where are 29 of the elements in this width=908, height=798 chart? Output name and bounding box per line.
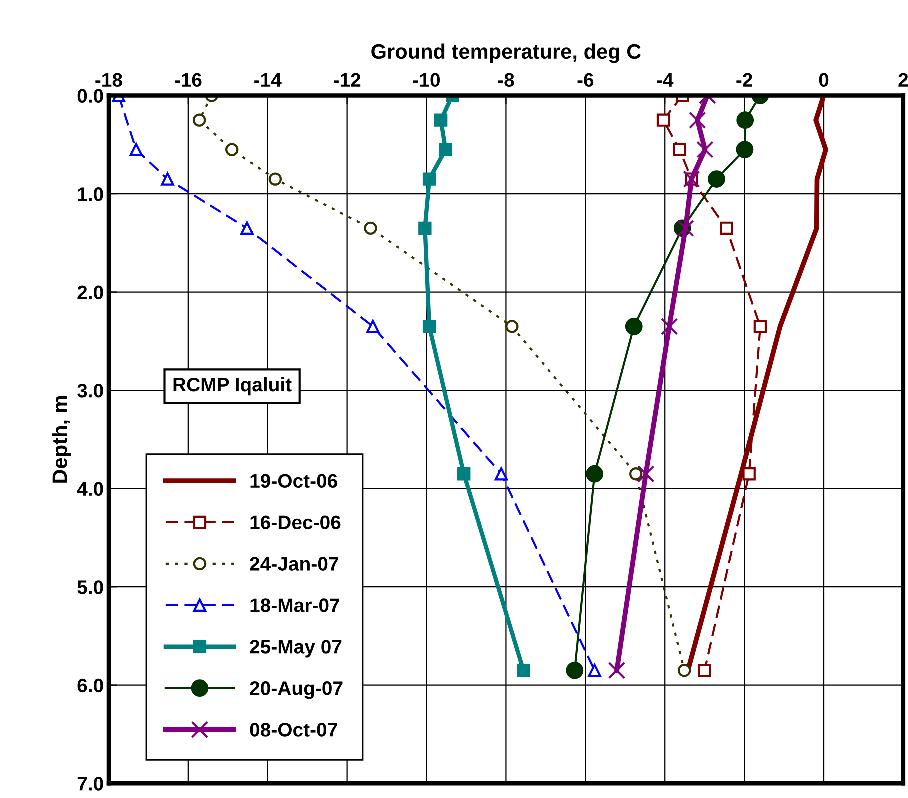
x-tick-label: -6 [578,73,594,88]
x-tick-label: 2 [898,73,908,87]
legend-label: 19-Oct-06 [250,474,338,488]
y-tick-label: 7.0 [78,777,104,791]
legend-label: 18-Mar-07 [250,598,340,612]
x-tick-label: -2 [736,73,752,87]
y-tick-label: 1.0 [78,187,104,202]
x-tick-label: -8 [498,73,514,88]
y-tick-label: 4.0 [77,482,104,496]
x-tick-label: -4 [657,73,674,87]
x-tick-label: -14 [254,73,282,87]
y-tick-label: 2.0 [78,286,104,300]
x-tick-label: -16 [175,73,202,88]
legend-label: 24-Jan-07 [250,557,338,571]
y-tick-label: 0.0 [78,89,104,103]
y-tick-label: 5.0 [78,580,104,594]
y-tick-label: 3.0 [78,384,104,398]
annotation: RCMP Iqaluit [174,377,292,396]
legend-label: 25-May 07 [250,640,342,658]
legend-label: 20-Aug-07 [250,682,343,700]
x-tick-label: 0 [819,73,829,88]
x-tick-label: -18 [96,73,122,88]
x-tick-label: -10 [413,73,440,88]
y-tick-label: 6.0 [78,678,104,693]
legend-label: 08-Oct-07 [250,723,338,737]
legend-label: 16-Dec-06 [250,516,341,530]
x-axis-title: Ground temperature, deg C [372,44,642,64]
x-tick-label: -12 [334,73,361,87]
y-axis-title: Depth, m [52,396,72,483]
